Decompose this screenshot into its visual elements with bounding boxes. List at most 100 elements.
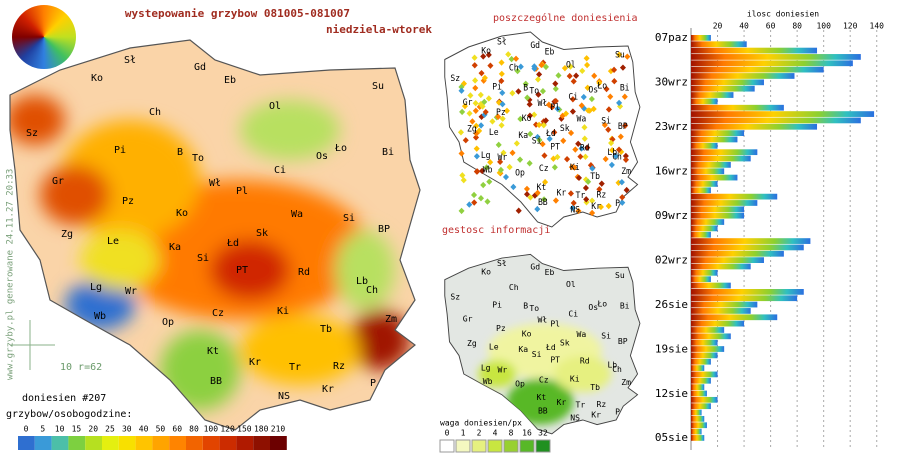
report-dot: [477, 91, 484, 99]
bar: [691, 219, 725, 225]
city-label: Lb: [607, 361, 617, 370]
city-label: Ch: [612, 151, 622, 161]
city-label: Ol: [566, 280, 576, 289]
bar: [691, 327, 725, 333]
report-dot: [564, 155, 571, 163]
bar: [691, 403, 711, 410]
city-label: B: [177, 147, 183, 158]
city-label: Łd: [545, 128, 556, 138]
city-label: Ło: [596, 80, 607, 90]
legend-swatch: [169, 436, 186, 450]
report-dot: [568, 129, 575, 137]
legend-label: 5: [40, 425, 45, 434]
report-dot: [578, 102, 585, 109]
bar: [691, 409, 702, 416]
legend-label: 150: [237, 425, 252, 434]
city-label: NS: [570, 414, 580, 423]
bar: [691, 47, 818, 54]
city-label: Si: [601, 115, 611, 125]
city-label: Gd: [530, 40, 540, 50]
report-dot: [575, 174, 583, 182]
city-label: Sz: [26, 128, 38, 139]
bar: [691, 187, 711, 194]
city-label: Ci: [568, 310, 578, 319]
y-tick-label: 02wrz: [655, 253, 688, 266]
city-label: Tr: [576, 400, 586, 409]
report-dot: [596, 186, 603, 193]
city-label: NS: [570, 204, 580, 214]
city-label: BP: [378, 224, 390, 235]
density-label: 1: [461, 429, 466, 438]
bar: [691, 162, 731, 168]
legend-label: 40: [139, 425, 149, 434]
title: wystepowanie grzybow 081005-081007: [125, 7, 350, 20]
legend-label: 20: [88, 425, 98, 434]
city-label: Zg: [467, 123, 477, 133]
city-label: Pi: [492, 81, 502, 91]
city-label: Gr: [463, 97, 473, 107]
density-label: 2: [477, 429, 482, 438]
report-dot: [471, 191, 478, 199]
density-map: Ko Sł Gd Eb Su Ch Ol Sz Pi B To Ło Bi Os Ci Gr Pz Wł Pl Wa K…: [444, 253, 641, 435]
report-dot: [569, 108, 576, 115]
report-dot: [575, 207, 582, 215]
legend-title: grzybow/osobogodzine:: [6, 409, 132, 420]
x-tick-label: 100: [816, 22, 831, 31]
city-label: Eb: [545, 46, 555, 56]
report-dot: [515, 207, 522, 214]
bar: [691, 390, 707, 397]
city-label: Pi: [114, 145, 126, 156]
density-label: 8: [509, 429, 514, 438]
city-label: Rd: [580, 142, 590, 152]
city-label: Pz: [122, 196, 134, 207]
city-label: Tb: [590, 171, 600, 181]
city-label: Tr: [289, 362, 301, 373]
x-tick-label: 80: [792, 22, 802, 31]
city-label: Lb: [356, 276, 368, 287]
y-tick-label: 12sie: [655, 387, 688, 400]
bar: [691, 250, 784, 257]
points-map: Ko Sł Gd Eb Su Ch Ol Sz Pi B To Ło Bi Os Ci Gr Pz Wł Pl Wa K…: [444, 31, 641, 228]
bar: [691, 193, 778, 200]
bar: [691, 365, 705, 371]
city-label: Wb: [94, 311, 106, 322]
bar: [691, 396, 718, 403]
city-label: Sł: [497, 259, 507, 268]
city-label: Ka: [518, 130, 528, 140]
city-label: Wa: [577, 330, 587, 339]
city-label: Ch: [366, 285, 378, 296]
city-label: Si: [532, 135, 542, 145]
city-label: Cz: [212, 308, 224, 319]
density-label: 32: [538, 429, 548, 438]
city-label: Zm: [621, 378, 631, 387]
city-label: Wł: [537, 98, 547, 108]
city-label: BB: [210, 376, 222, 387]
report-dot: [605, 126, 612, 133]
legend-swatch: [118, 436, 136, 450]
bar: [691, 98, 718, 105]
city-label: Rz: [597, 400, 607, 409]
bar: [691, 428, 702, 435]
bar: [691, 333, 731, 340]
report-dot: [495, 113, 502, 120]
bar: [691, 200, 758, 206]
bar: [691, 225, 718, 232]
city-label: Sk: [256, 228, 268, 239]
legend-label: 0: [24, 425, 29, 434]
city-label: Ch: [509, 283, 519, 292]
bar: [691, 308, 751, 314]
report-dot: [485, 95, 492, 102]
city-label: Wa: [291, 209, 303, 220]
city-label: BP: [618, 121, 628, 131]
city-label: Cz: [539, 376, 549, 385]
city-label: Tb: [590, 383, 600, 392]
city-label: Lg: [481, 364, 491, 373]
reports: doniesien #207: [22, 393, 106, 404]
city-label: Zg: [467, 339, 477, 348]
legend-label: 210: [271, 425, 286, 434]
report-dot: [581, 135, 588, 142]
bar: [691, 104, 784, 111]
density-swatch: [471, 439, 487, 453]
city-label: B: [523, 82, 528, 92]
